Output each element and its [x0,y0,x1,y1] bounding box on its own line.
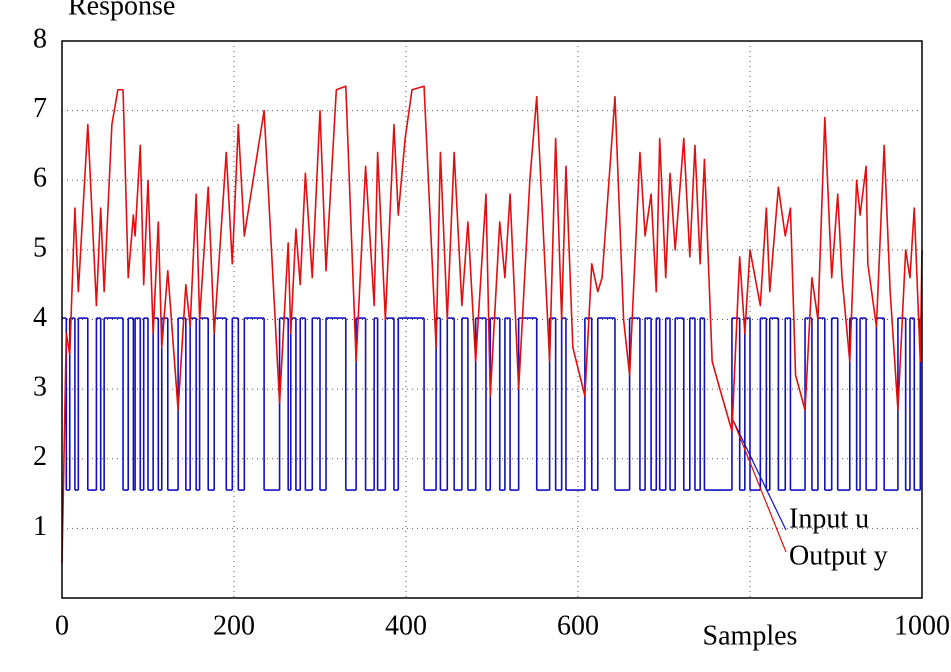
x-axis-label: Samples [703,620,798,651]
y-tick-label: 1 [33,511,47,542]
x-tick-label: 0 [55,610,69,641]
y-axis-label: Response [68,0,175,21]
y-tick-label: 4 [33,302,47,333]
plot-lines [61,85,923,564]
x-tick-label: 600 [557,610,599,641]
y-tick-label: 8 [33,23,47,54]
y-tick-label: 3 [33,372,47,403]
legend-leader [732,419,787,531]
legend-entry: Input u [789,503,869,534]
y-tick-label: 7 [33,93,47,124]
x-tick-label: 200 [213,610,255,641]
x-tick-label: 400 [385,610,427,641]
grid [62,41,922,598]
y-tick-label: 2 [33,441,47,472]
line-series [61,85,923,564]
x-tick-label: 1000 [894,610,950,641]
plot-frame [61,40,923,599]
y-tick-label: 5 [33,232,47,263]
y-tick-label: 6 [33,163,47,194]
legend-entry: Output y [789,540,888,571]
legend-leader [732,419,787,553]
